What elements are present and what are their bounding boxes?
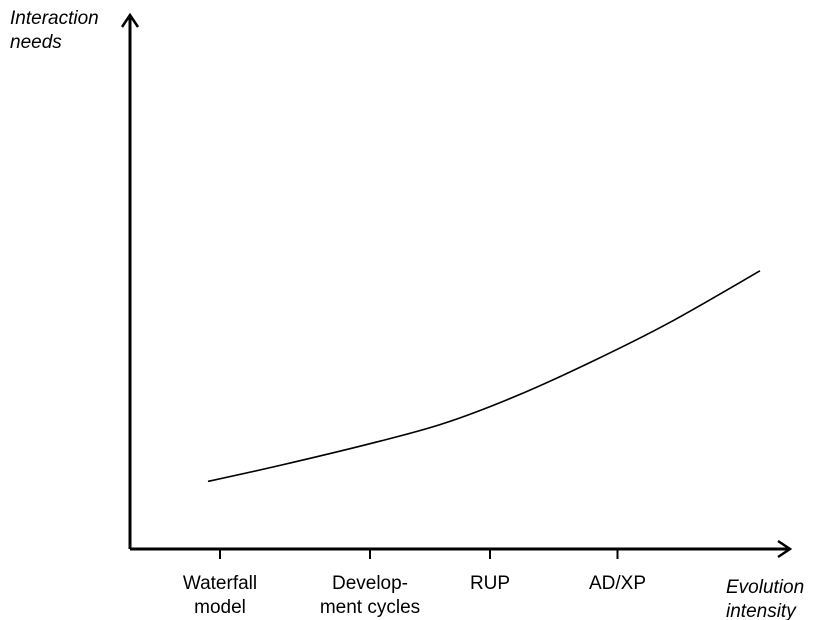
x-tick-label-2-line-2: ment cycles	[320, 597, 420, 618]
x-tick-label-4-line-1: AD/XP	[589, 573, 646, 594]
x-tick-label-3: RUP	[470, 573, 510, 594]
x-tick-label-3-line-1: RUP	[470, 573, 510, 594]
x-tick-label-2-line-1: Develop-	[332, 573, 408, 594]
x-tick-label-1-line-1: Waterfall	[183, 573, 257, 594]
x-axis-label-line-1: Evolution	[726, 577, 804, 598]
series-line	[207, 270, 761, 483]
x-tick-label-4: AD/XP	[589, 573, 646, 594]
y-axis-label-line-2: needs	[10, 32, 62, 53]
x-tick-label-2: Develop-ment cycles	[320, 573, 420, 618]
y-axis-label: Interaction needs	[10, 8, 104, 53]
x-tick-label-1: Waterfall model	[183, 573, 257, 618]
x-axis-label: Evolution intensity	[726, 577, 809, 620]
x-axis-label-line-2: intensity	[726, 601, 797, 620]
x-tick-label-1-line-2: model	[194, 597, 246, 618]
y-axis-label-line-1: Interaction	[10, 8, 99, 29]
